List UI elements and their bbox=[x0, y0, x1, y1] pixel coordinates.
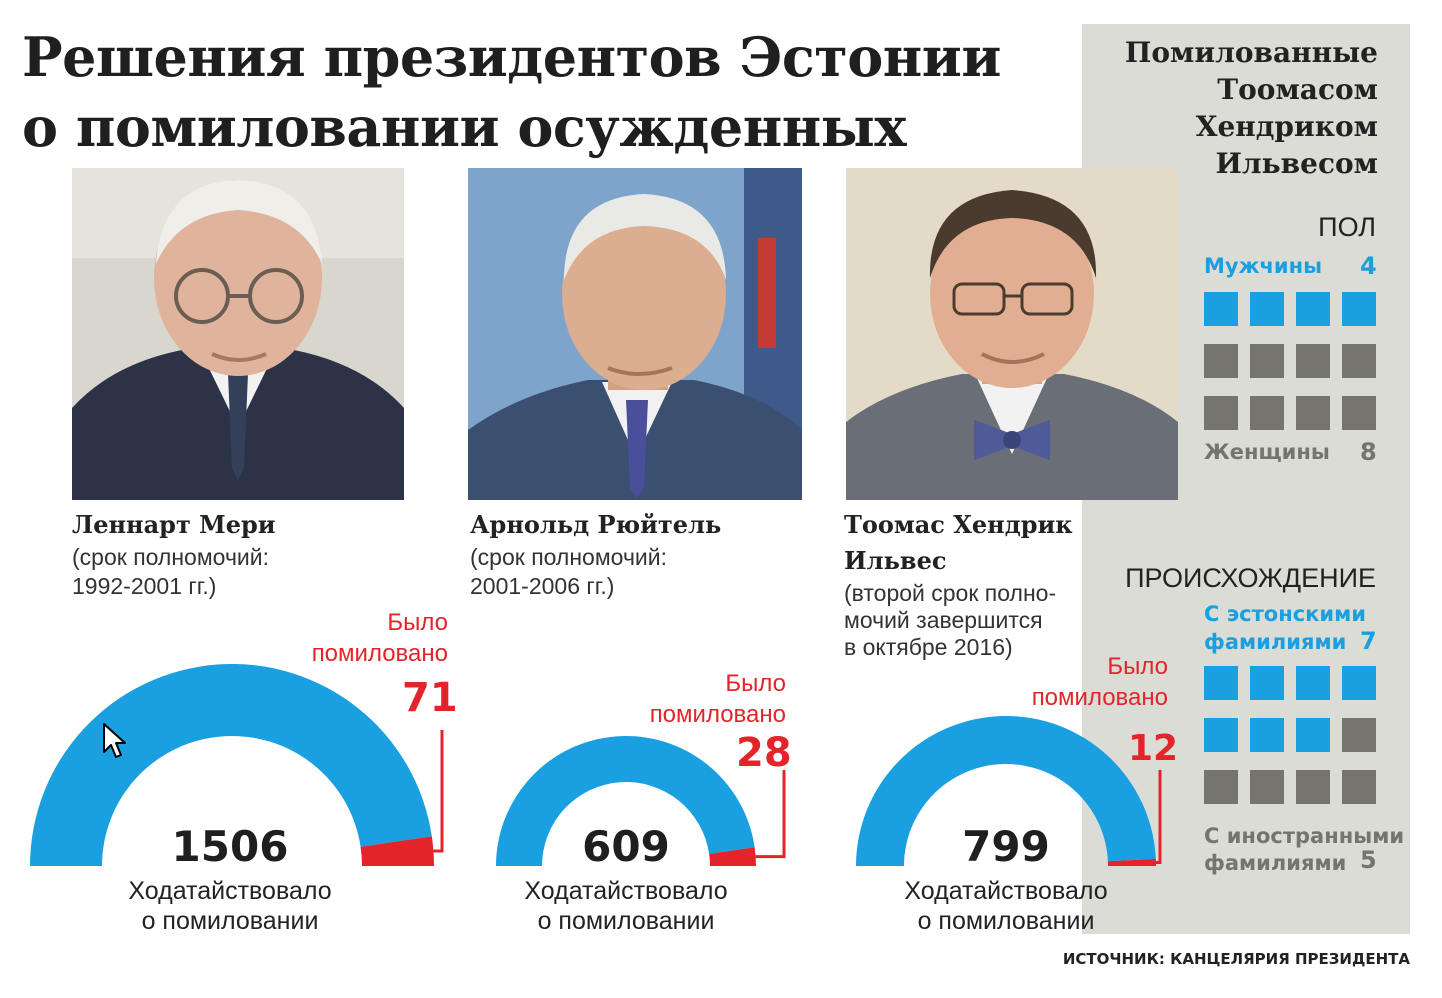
origin-square bbox=[1342, 770, 1376, 804]
portrait-arnold-ruutel bbox=[468, 168, 802, 500]
panel-title-line-2: Тоомасом bbox=[1217, 73, 1378, 106]
pardoned-count-1: 71 bbox=[402, 675, 458, 721]
pardon-label-1-line-1: Было bbox=[387, 609, 448, 636]
petition-label-2: Ходатайствовало о помиловании bbox=[476, 876, 776, 936]
portrait-toomas-hendrik-ilves bbox=[846, 168, 1178, 500]
petition-label-1: Ходатайствовало о помиловании bbox=[80, 876, 380, 936]
pardon-label-2-line-2: помиловано bbox=[649, 701, 786, 728]
pardon-label-2: Было помиловано bbox=[650, 668, 786, 730]
women-label: Женщины bbox=[1204, 440, 1330, 464]
pardoned-arc-meri bbox=[360, 836, 434, 866]
origin-square bbox=[1296, 666, 1330, 700]
origin-square bbox=[1250, 666, 1284, 700]
estonian-count: 7 bbox=[1360, 627, 1377, 655]
petition-label-1-line-2: о помиловании bbox=[141, 907, 319, 935]
page-title-line-1: Решения президентов Эстонии bbox=[22, 25, 1001, 89]
estonian-label-line-2: фамилиями bbox=[1204, 630, 1347, 654]
pardoned-leader-line-ilves bbox=[1155, 770, 1162, 864]
gender-square bbox=[1296, 292, 1330, 326]
origin-square bbox=[1204, 666, 1238, 700]
pardoned-leader-line-meri bbox=[433, 730, 444, 853]
origin-square bbox=[1250, 718, 1284, 752]
petition-label-2-line-1: Ходатайствовало bbox=[524, 877, 728, 905]
panel-title-line-3: Хендриком bbox=[1195, 110, 1378, 143]
president-1-term-line-1: (срок полномочий: bbox=[72, 544, 270, 570]
panel-title-line-4: Ильвесом bbox=[1215, 147, 1378, 180]
origin-square bbox=[1296, 718, 1330, 752]
president-3-name-line-2: Ильвес bbox=[844, 546, 947, 575]
origin-squares bbox=[1204, 666, 1376, 806]
president-1-name: Леннарт Мери bbox=[72, 510, 276, 539]
panel-title: Помилованные Тоомасом Хендриком Ильвесом bbox=[1125, 34, 1378, 182]
gender-square bbox=[1204, 344, 1238, 378]
president-2-name: Арнольд Рюйтель bbox=[470, 510, 722, 539]
president-2-term-line-2: 2001-2006 гг.) bbox=[470, 573, 615, 599]
origin-square bbox=[1296, 770, 1330, 804]
petition-label-3-line-2: о помиловании bbox=[917, 907, 1095, 935]
origin-square bbox=[1342, 718, 1376, 752]
pardon-label-3: Было помиловано bbox=[1032, 651, 1168, 713]
petitioned-arc-ilves bbox=[856, 716, 1156, 866]
pardon-label-1: Было помиловано bbox=[312, 607, 448, 669]
gender-square bbox=[1250, 292, 1284, 326]
page-title: Решения президентов Эстонии о помиловани… bbox=[22, 22, 1001, 162]
source-credit: ИСТОЧНИК: КАНЦЕЛЯРИЯ ПРЕЗИДЕНТА bbox=[1062, 950, 1410, 968]
pardoned-count-3: 12 bbox=[1128, 728, 1179, 769]
pardon-label-3-line-2: помиловано bbox=[1031, 684, 1168, 711]
gender-square bbox=[1342, 344, 1376, 378]
gender-square bbox=[1204, 396, 1238, 430]
page-title-line-2: о помиловании осужденных bbox=[22, 95, 907, 159]
president-2-term-line-1: (срок полномочий: bbox=[470, 544, 668, 570]
president-3-term-line-2: мочий завершится bbox=[844, 607, 1043, 633]
petitioned-arc-ruutel bbox=[496, 735, 755, 866]
men-count: 4 bbox=[1360, 252, 1377, 280]
foreign-label-line-2: фамилиями bbox=[1204, 851, 1347, 875]
pardoned-arc-ruutel bbox=[709, 847, 756, 866]
petitioned-count-3: 799 bbox=[962, 822, 1050, 871]
gender-square bbox=[1296, 344, 1330, 378]
petition-label-3: Ходатайствовало о помиловании bbox=[866, 876, 1146, 936]
petition-label-3-line-1: Ходатайствовало bbox=[904, 877, 1108, 905]
president-3-term-line-3: в октябре 2016) bbox=[844, 634, 1013, 660]
origin-square bbox=[1204, 718, 1238, 752]
foreign-label-line-1: С иностранными bbox=[1204, 824, 1405, 848]
gender-square bbox=[1296, 396, 1330, 430]
origin-section-title: ПРОИСХОЖДЕНИЕ bbox=[1125, 563, 1376, 593]
estonian-label-line-1: С эстонскими bbox=[1204, 602, 1367, 626]
gender-square bbox=[1250, 344, 1284, 378]
petitioned-count-1: 1506 bbox=[171, 822, 289, 871]
origin-square bbox=[1204, 770, 1238, 804]
pardoned-count-2: 28 bbox=[736, 730, 792, 776]
gender-square bbox=[1204, 292, 1238, 326]
pardon-label-1-line-2: помиловано bbox=[311, 640, 448, 667]
petitioned-count-2: 609 bbox=[582, 822, 670, 871]
pardoned-arc-ilves bbox=[1107, 858, 1156, 866]
women-count: 8 bbox=[1360, 438, 1377, 466]
pardon-label-2-line-1: Было bbox=[725, 670, 786, 697]
foreign-count: 5 bbox=[1360, 846, 1377, 874]
gender-square bbox=[1342, 396, 1376, 430]
origin-square bbox=[1250, 770, 1284, 804]
president-3-term-line-1: (второй срок полно- bbox=[844, 580, 1057, 606]
portrait-lennart-meri bbox=[72, 168, 404, 500]
gender-square bbox=[1342, 292, 1376, 326]
president-1-term-line-2: 1992-2001 гг.) bbox=[72, 573, 217, 599]
men-label: Мужчины bbox=[1204, 254, 1323, 278]
mouse-pointer-icon bbox=[103, 723, 126, 758]
gender-squares bbox=[1204, 292, 1376, 432]
gender-section-title: ПОЛ bbox=[1318, 212, 1376, 242]
panel-title-line-1: Помилованные bbox=[1124, 36, 1378, 69]
gender-square bbox=[1250, 396, 1284, 430]
petition-label-2-line-2: о помиловании bbox=[537, 907, 715, 935]
pardoned-leader-line-ruutel bbox=[755, 770, 786, 859]
president-3-name-line-1: Тоомас Хендрик bbox=[844, 510, 1073, 539]
pardon-label-3-line-1: Было bbox=[1107, 653, 1168, 680]
origin-square bbox=[1342, 666, 1376, 700]
petitioned-arc-meri bbox=[30, 664, 432, 866]
petition-label-1-line-1: Ходатайствовало bbox=[128, 877, 332, 905]
